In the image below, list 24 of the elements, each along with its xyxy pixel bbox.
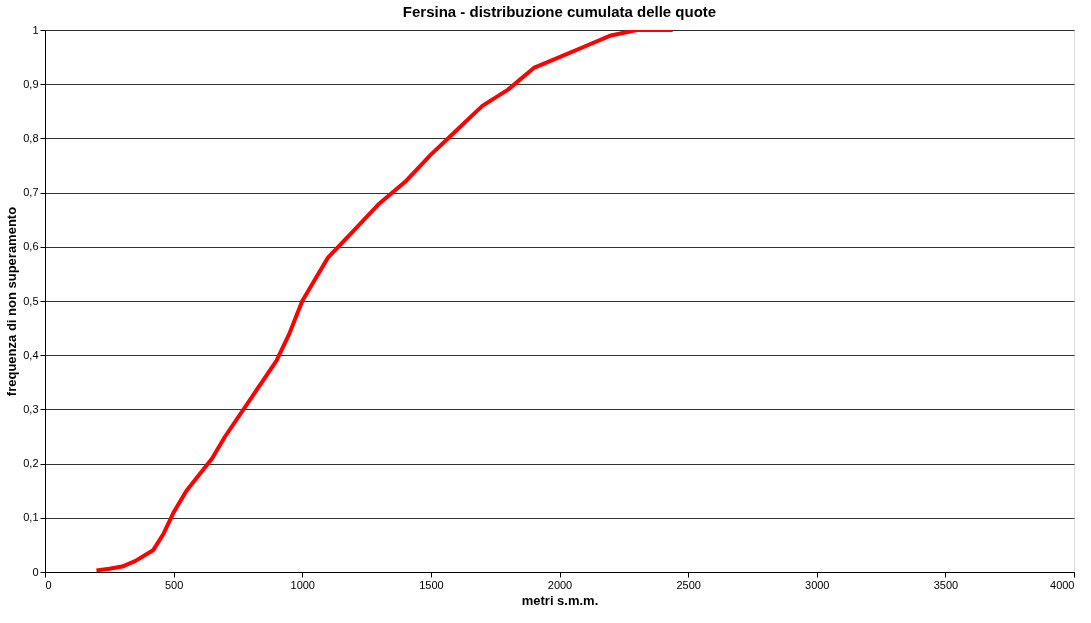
x-tick-label: 0 xyxy=(45,578,52,591)
x-tick-label: 2000 xyxy=(547,578,573,591)
x-axis-title: metri s.m.m. xyxy=(521,592,599,608)
x-tick-label: 2500 xyxy=(676,578,701,591)
x-tick-label: 1500 xyxy=(419,578,444,591)
line-series xyxy=(94,30,675,572)
y-tick-label: 1 xyxy=(32,23,39,36)
y-tick-label: 0,1 xyxy=(23,511,39,524)
y-tick-label: 0,9 xyxy=(23,77,39,90)
y-tick-label: 0 xyxy=(32,565,39,578)
x-tick-label: 3500 xyxy=(933,578,959,591)
x-tick-label: 4000 xyxy=(1050,578,1075,591)
chart-title: Fersina - distribuzione cumulata delle quote xyxy=(402,3,717,20)
y-tick-label: 0,8 xyxy=(23,131,39,144)
y-tick-label: 0,4 xyxy=(23,348,39,361)
x-tick-label: 3000 xyxy=(805,578,830,591)
y-tick-label: 0,3 xyxy=(23,402,39,415)
y-tick-label: 0,2 xyxy=(23,457,39,470)
y-tick-label: 0,7 xyxy=(23,186,39,199)
x-tick-label: 1000 xyxy=(290,578,315,591)
y-tick-label: 0,5 xyxy=(23,294,39,307)
y-tick-label: 0,6 xyxy=(23,240,39,253)
x-tick-label: 500 xyxy=(164,578,184,591)
y-axis-title: frequenza di non superamento xyxy=(4,206,20,397)
